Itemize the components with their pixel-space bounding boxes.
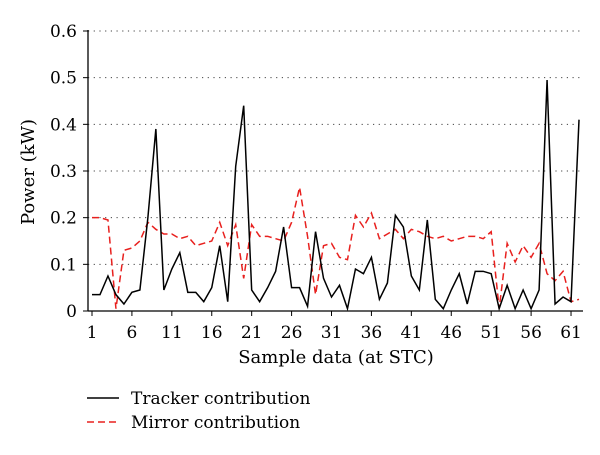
series-lines	[91, 79, 580, 312]
y-tick-label: 0.6	[50, 22, 77, 42]
x-tick-label: 36	[361, 323, 383, 343]
gridlines	[88, 30, 583, 265]
x-tick-label: 6	[126, 323, 137, 343]
x-axis-label: Sample data (at STC)	[238, 347, 434, 368]
x-tick-label: 46	[440, 323, 462, 343]
x-tick-label: 51	[480, 323, 502, 343]
x-tick-label: 11	[161, 323, 183, 343]
axes	[83, 30, 583, 316]
x-tick-label: 41	[401, 323, 423, 343]
legend-label: Tracker contribution	[131, 389, 310, 409]
legend: Tracker contribution Mirror contribution	[87, 389, 310, 433]
y-tick-label: 0	[66, 302, 77, 322]
x-tick-label: 21	[241, 323, 263, 343]
x-tick-label: 61	[560, 323, 582, 343]
x-tick-label: 26	[281, 323, 303, 343]
y-tick-labels: 0 0.1 0.2 0.3 0.4 0.5 0.6	[50, 22, 77, 322]
x-tick-label: 31	[321, 323, 343, 343]
y-tick-label: 0.1	[50, 255, 77, 275]
y-tick-label: 0.4	[50, 115, 77, 135]
y-tick-label: 0.5	[50, 69, 77, 89]
series-line-tracker-contribution	[91, 79, 580, 312]
x-tick-label: 16	[201, 323, 223, 343]
x-tick-label: 56	[520, 323, 542, 343]
y-tick-label: 0.3	[50, 162, 77, 182]
x-tick-labels: 1 6 11 16 21 26 31 36 41 46 51 56 61	[87, 323, 582, 343]
x-tick-label: 1	[87, 323, 98, 343]
legend-label: Mirror contribution	[131, 413, 300, 433]
y-axis-label: Power (kW)	[18, 119, 39, 225]
series-line-mirror-contribution	[91, 187, 580, 309]
y-tick-label: 0.2	[50, 209, 77, 229]
